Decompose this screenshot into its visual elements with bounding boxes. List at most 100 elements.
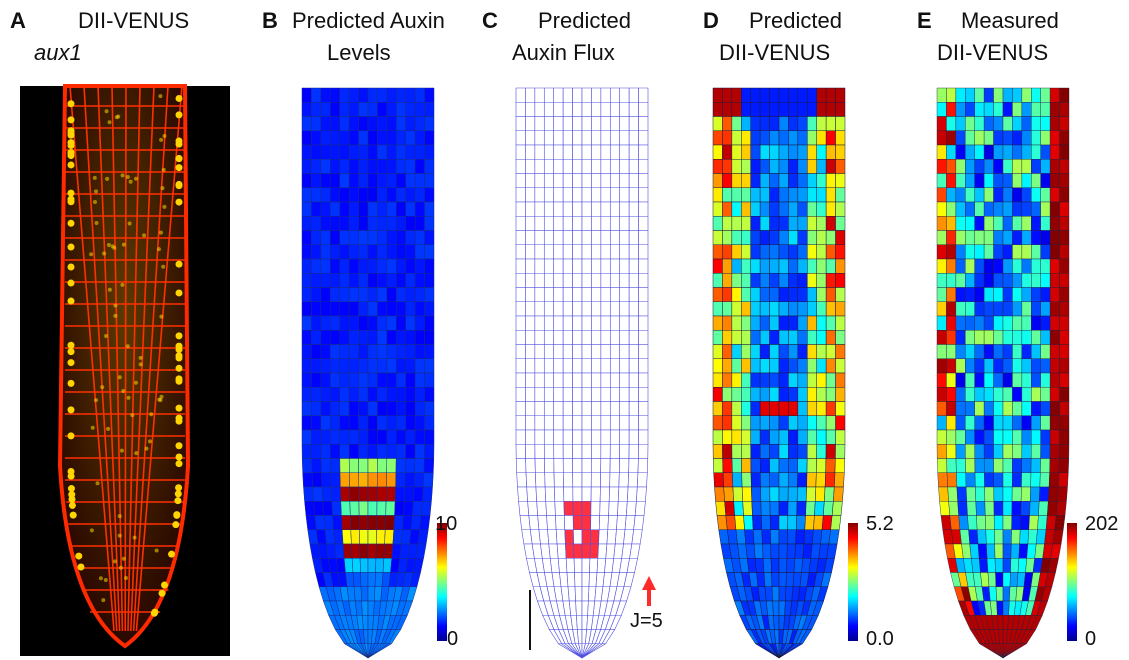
cell [572, 401, 583, 417]
cell [386, 216, 397, 231]
cell [983, 244, 994, 260]
cell [1021, 102, 1032, 117]
cell [628, 230, 639, 246]
cell [1012, 87, 1023, 103]
cell [543, 187, 555, 203]
cell [983, 116, 994, 131]
cell [515, 116, 526, 132]
cell [619, 201, 630, 217]
cell [638, 173, 649, 189]
cell [628, 429, 639, 445]
cell [1002, 130, 1013, 146]
cell [591, 215, 602, 231]
cell [825, 315, 836, 331]
cell [553, 287, 564, 303]
cell [386, 201, 397, 217]
cell [305, 515, 317, 530]
cell [367, 472, 378, 488]
cell [1011, 486, 1022, 502]
cell [835, 244, 846, 260]
cell [377, 144, 388, 160]
cell [600, 401, 611, 417]
cell [769, 301, 780, 317]
cell [803, 529, 814, 545]
cell [807, 216, 817, 231]
cell [946, 458, 957, 473]
cell [807, 187, 817, 203]
cell [424, 415, 435, 431]
cell [572, 158, 583, 174]
cell [983, 358, 994, 374]
cell [797, 201, 808, 217]
cell [825, 102, 836, 117]
cell [722, 387, 733, 402]
cell [396, 315, 406, 331]
cell [778, 173, 789, 188]
cell [619, 130, 630, 146]
cell [974, 87, 985, 103]
cell [572, 372, 583, 388]
cell [722, 401, 733, 416]
cell [358, 216, 369, 231]
cell [581, 529, 591, 545]
cell [609, 144, 621, 160]
cell [525, 244, 536, 260]
cell [638, 358, 649, 374]
cell [1040, 458, 1051, 473]
cell [983, 315, 994, 331]
cell [638, 315, 649, 331]
cell [339, 287, 350, 302]
cell [414, 315, 425, 331]
cell [778, 144, 789, 160]
cell [386, 159, 397, 174]
cell [1040, 230, 1051, 245]
cell [993, 372, 1004, 388]
cell [825, 130, 836, 146]
cell [339, 344, 350, 359]
cell [961, 543, 972, 559]
cell [330, 187, 340, 203]
cell [525, 358, 536, 374]
cell [543, 201, 555, 217]
cell [515, 230, 526, 246]
cell [638, 258, 649, 274]
cell [1031, 244, 1041, 260]
cell [609, 401, 621, 417]
cell [581, 301, 592, 317]
cell [348, 216, 359, 231]
cell [750, 87, 761, 103]
cell [301, 273, 312, 288]
cell [405, 116, 416, 131]
cell [769, 258, 780, 274]
cell [816, 401, 827, 416]
cell [600, 287, 611, 303]
panel-d-colorbar-min: 0.0 [866, 628, 894, 650]
cell [722, 415, 733, 431]
cell [405, 258, 416, 274]
cell [311, 216, 322, 231]
cell [1059, 273, 1070, 288]
cell [320, 287, 331, 302]
cell [806, 458, 817, 473]
cell [405, 444, 416, 459]
cell [546, 515, 557, 531]
cell [515, 386, 526, 402]
cell [835, 116, 846, 131]
cell [573, 529, 583, 545]
cell [414, 444, 425, 459]
cell [339, 330, 350, 345]
cell [553, 215, 564, 231]
cell [525, 187, 536, 203]
cell [835, 273, 846, 288]
cell [348, 401, 359, 416]
cell [993, 144, 1004, 160]
cell [525, 443, 536, 459]
cell [525, 173, 536, 189]
cell [731, 415, 742, 431]
cell [396, 273, 406, 288]
cell [1009, 572, 1019, 587]
cell [591, 187, 602, 203]
cell [320, 130, 331, 146]
cell [764, 586, 773, 602]
cell [750, 372, 761, 388]
